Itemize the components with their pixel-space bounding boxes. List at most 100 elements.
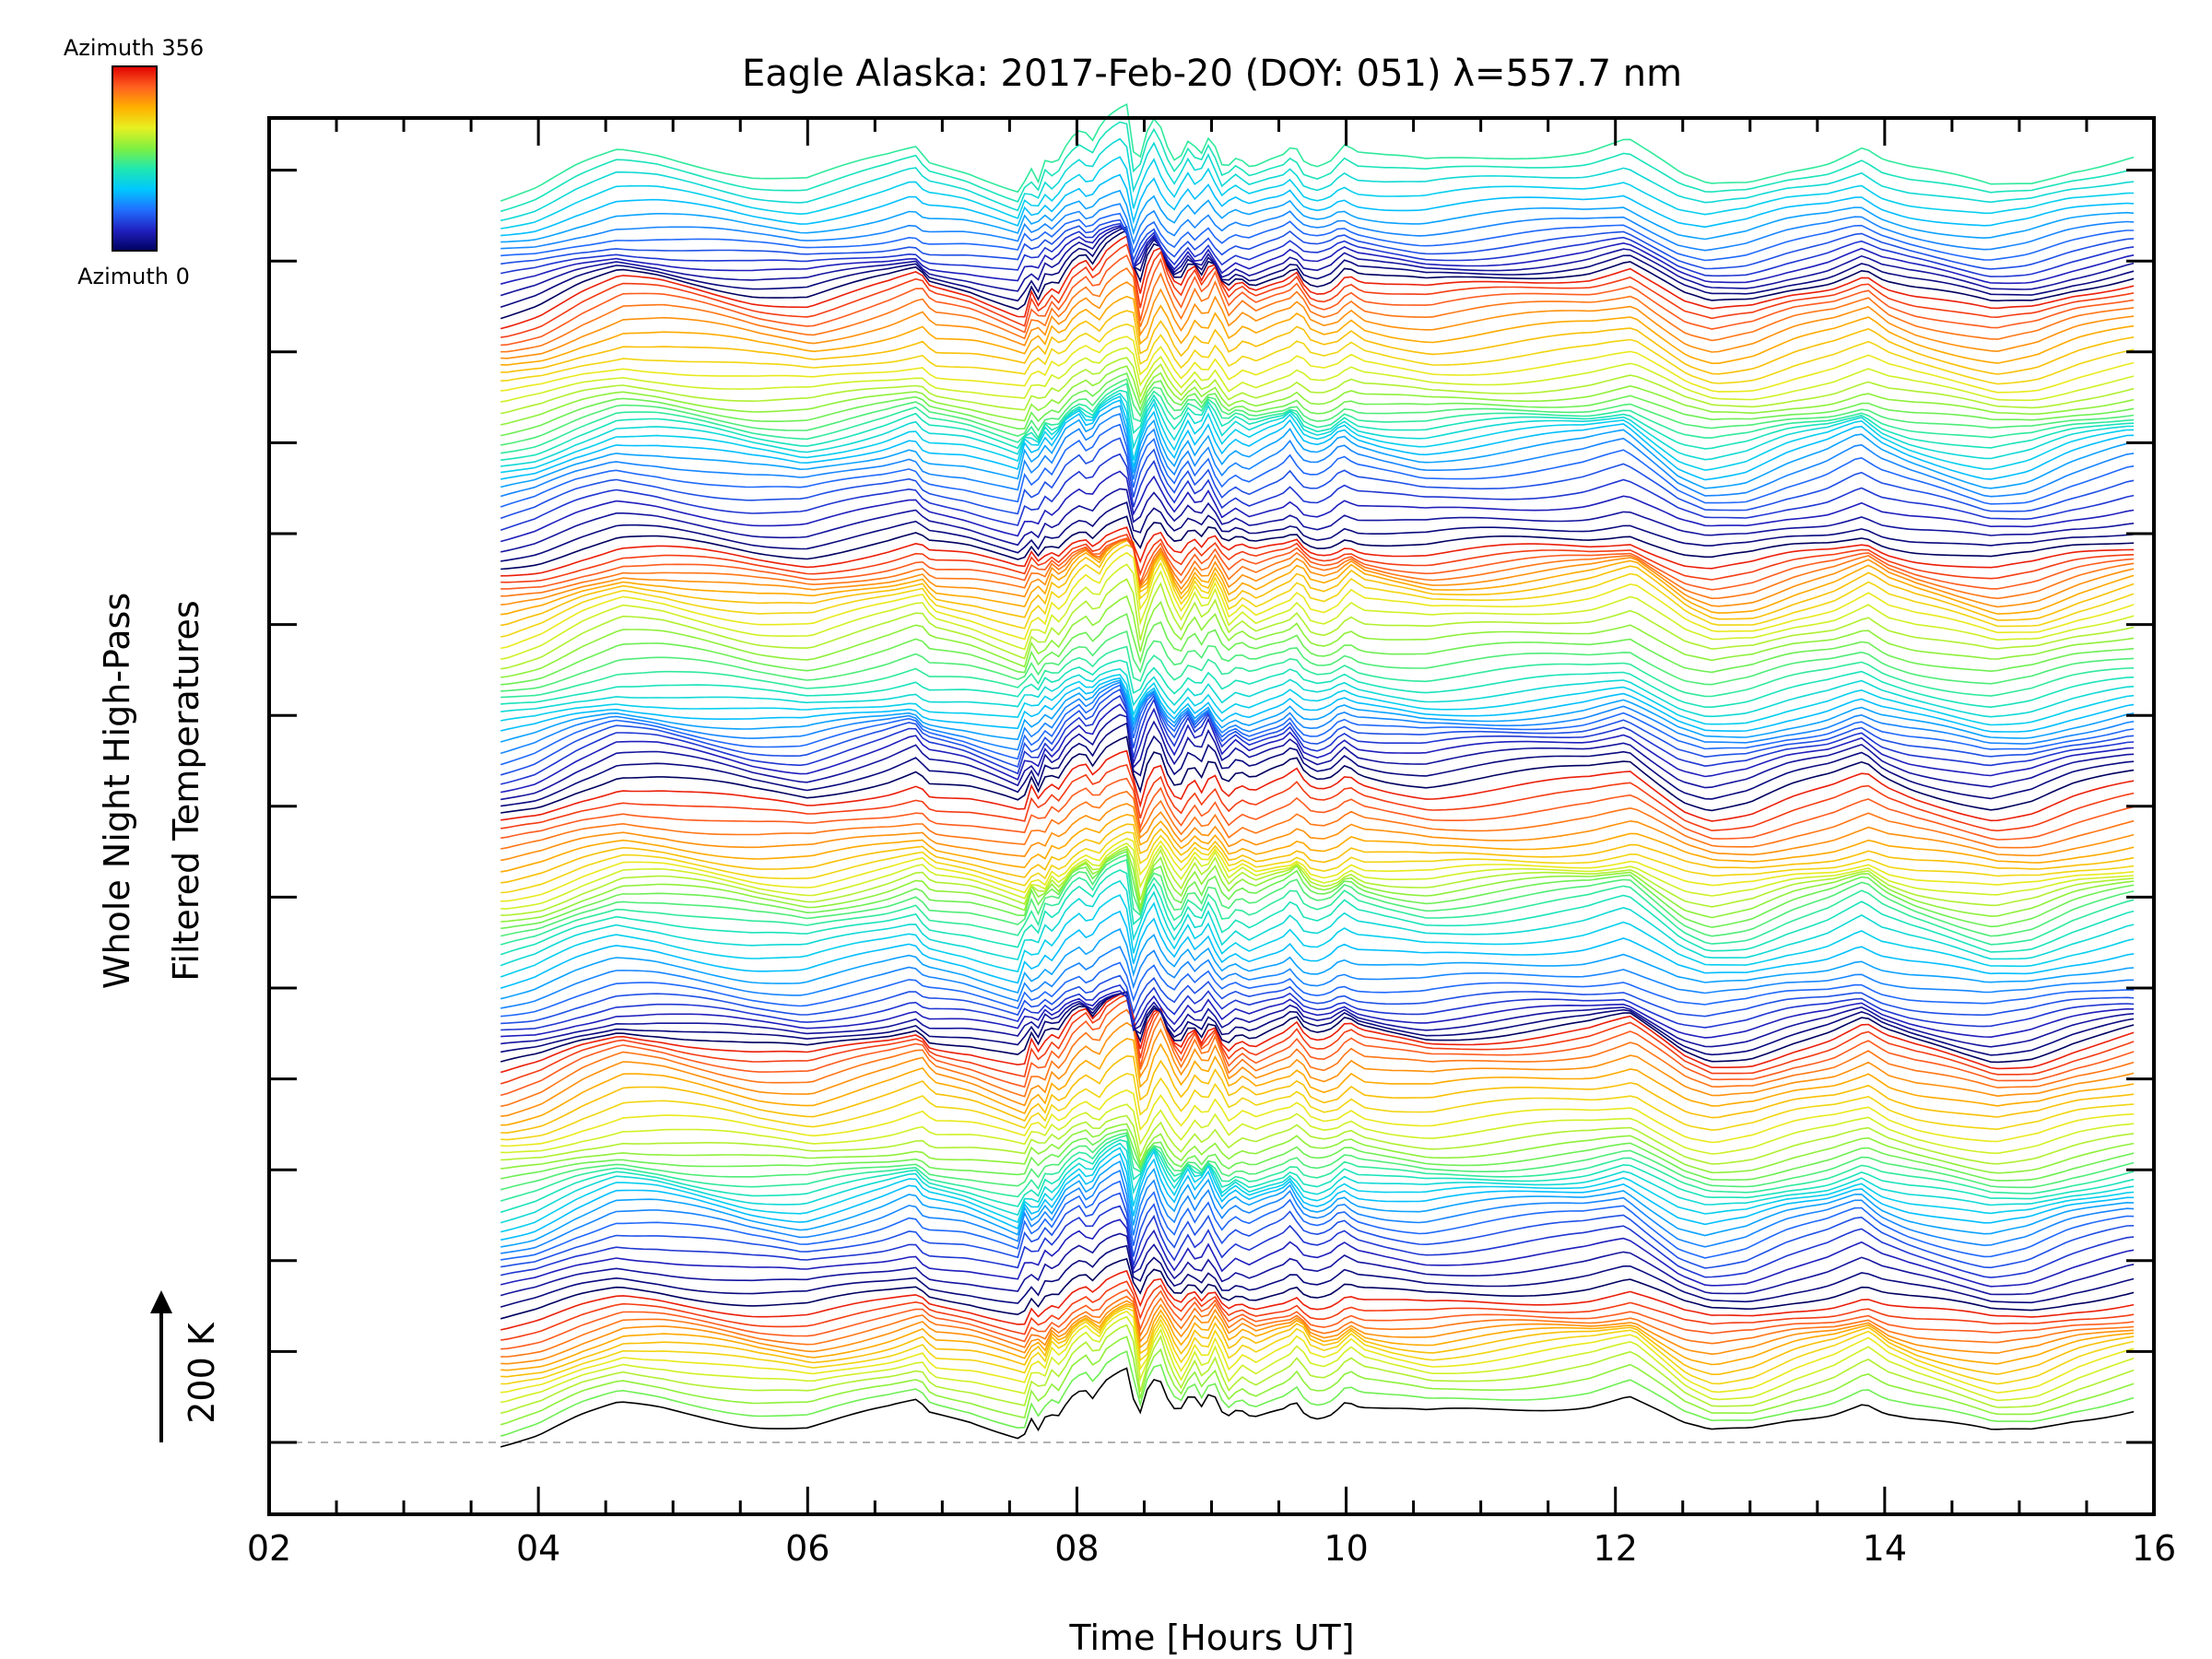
series-line [500,229,2135,320]
series-line [500,347,2135,403]
series-line [500,1295,2135,1358]
series-line [500,225,2135,285]
series-line [500,423,2135,508]
series-line [500,1038,2135,1126]
series-line [500,681,2135,755]
series-line [500,281,2135,359]
series-line [500,1205,2135,1278]
series-line [500,594,2135,678]
y-axis-label-line2: Filtered Temperatures [166,600,206,981]
series-line [500,879,2135,967]
series-line [500,1128,2135,1182]
series-line [500,392,2135,467]
series-line [500,453,2135,531]
series-line [500,1192,2135,1269]
series-line [500,253,2135,347]
series-line [500,659,2135,709]
series-line [500,1310,2135,1394]
series-line [500,378,2135,446]
series-line [500,831,2135,894]
series-line [500,537,2135,591]
series-line [500,1305,2135,1378]
series-line [500,222,2135,277]
series-line [500,437,2135,520]
series-line [500,1280,2135,1341]
series-line [500,679,2135,743]
series-line [500,1073,2135,1141]
x-tick-label: 12 [1594,1528,1638,1569]
series-line [500,551,2135,650]
series-line [500,578,2135,670]
series-line [500,869,2135,956]
series-line [500,1315,2135,1404]
series-line [500,121,2135,213]
series-line [500,295,2135,366]
series-line [500,1324,2135,1415]
series-line [500,1088,2135,1147]
series-line [500,1123,2135,1174]
series-line [500,667,2135,718]
series-line [500,544,2135,638]
series-line [500,1159,2135,1248]
series-line [500,1367,2135,1448]
series-line [500,515,2135,571]
series-line [500,266,2135,353]
series-line [500,399,2135,481]
series-line [500,713,2135,801]
series-line [500,1132,2135,1191]
series-line [500,946,2135,1009]
series-line [500,501,2135,562]
series-line [500,226,2135,309]
series-line [500,823,2135,884]
series-line [500,1169,2135,1254]
series-line [500,1008,2135,1108]
series-line [500,991,2135,1074]
series-line [500,371,2135,437]
series-line [500,189,2135,243]
x-ticks: 02 04 06 08 10 12 14 16 [247,118,2176,1569]
series-line [500,991,2135,1056]
series-line [500,203,2135,252]
series-line [500,703,2135,794]
series-line [500,994,2135,1085]
series-line [500,961,2135,1018]
x-tick-label: 02 [247,1528,291,1569]
series-line [500,974,2135,1025]
y-ticks [269,169,2154,1444]
series-line [500,1152,2135,1241]
series-line [500,993,2135,1048]
series-line [500,813,2135,873]
series-line [500,1134,2135,1202]
series-line [500,722,2135,807]
series-line [500,137,2135,222]
x-tick-label: 14 [1863,1528,1907,1569]
series-line [500,357,2135,415]
series-line [500,538,2135,608]
series-line [500,1139,2135,1214]
series-line [500,790,2135,850]
series-line [500,674,2135,726]
series-line [500,983,2135,1031]
series-line [500,684,2135,766]
series-line [500,1302,2135,1371]
series-line [500,1142,2135,1224]
series-line [500,563,2135,660]
series-line [500,335,2135,394]
series-line [500,1244,2135,1308]
series-line [500,218,2135,270]
series-line [500,928,2135,1000]
series-line [500,102,2135,202]
series-line [500,1300,2135,1365]
scale-bar-arrowhead [150,1290,172,1313]
series-line [500,777,2135,841]
series-line [500,234,2135,330]
series-line [500,991,2135,1064]
traces [500,102,2135,1448]
series-line [500,845,2135,916]
series-line [500,488,2135,553]
series-line [500,156,2135,229]
series-line [500,533,2135,583]
series-line [500,763,2135,832]
colorbar-top-label: Azimuth 356 [64,35,204,61]
